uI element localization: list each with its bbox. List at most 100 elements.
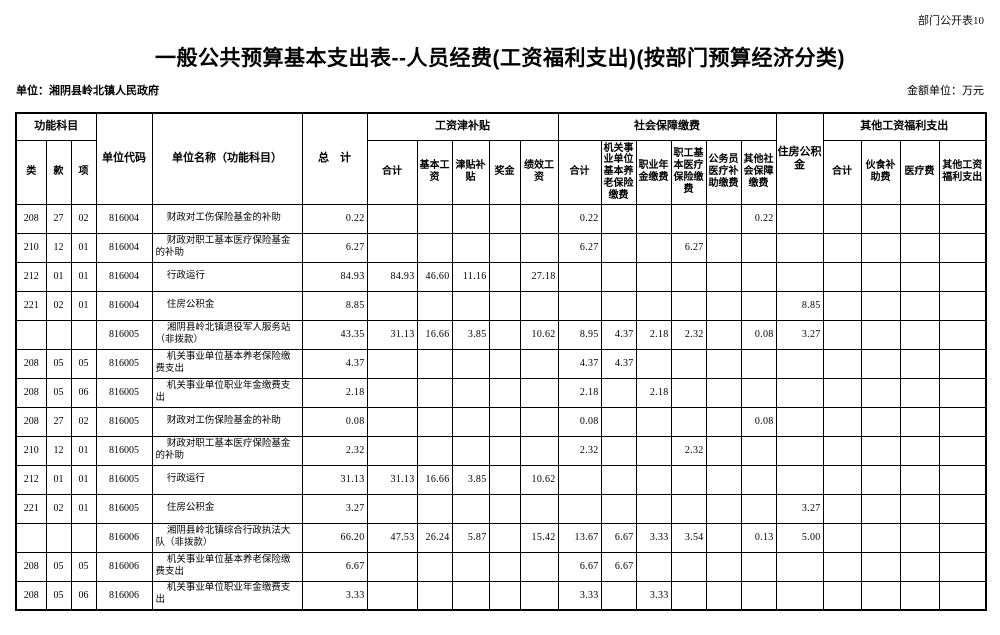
col-other-social-security — [740, 435, 777, 466]
col-unit-code: 816005 — [95, 319, 153, 350]
col-allowance — [451, 377, 490, 408]
col-other-subtotal — [822, 290, 862, 321]
col-section: 27 — [45, 203, 72, 234]
col-medical-insurance: 3.54 — [670, 522, 707, 553]
col-other-subtotal — [822, 551, 862, 582]
col-allowance: 3.85 — [451, 319, 490, 350]
col-occupational-annuity — [635, 348, 672, 379]
col-basic-salary — [416, 406, 453, 437]
col-housing-fund — [775, 203, 824, 234]
col-salary-subtotal — [366, 493, 418, 524]
col-basic-salary — [416, 551, 453, 582]
header-unit-code: 单位代码 — [95, 112, 153, 205]
col-social-subtotal: 6.27 — [557, 232, 602, 263]
col-grand-total: 2.18 — [301, 377, 368, 408]
col-unit-name: 行政运行 — [151, 464, 303, 495]
col-other-welfare — [938, 377, 987, 408]
col-grand-total: 0.22 — [301, 203, 368, 234]
col-meal-subsidy — [860, 261, 901, 292]
table-row: 208 05 06 816005 机关事业单位职业年金缴费支出 2.18 2.18 2.18 — [15, 377, 987, 408]
col-other-social-security — [740, 464, 777, 495]
col-occupational-annuity — [635, 493, 672, 524]
col-bonus — [488, 348, 521, 379]
col-medical-insurance: 6.27 — [670, 232, 707, 263]
col-occupational-annuity: 3.33 — [635, 580, 672, 611]
col-bonus — [488, 203, 521, 234]
col-basic-salary — [416, 435, 453, 466]
col-other-subtotal — [822, 464, 862, 495]
col-occupational-annuity: 2.18 — [635, 377, 672, 408]
col-pension-contribution — [600, 377, 637, 408]
col-meal-subsidy — [860, 493, 901, 524]
col-bonus — [488, 261, 521, 292]
col-unit-name: 住房公积金 — [151, 493, 303, 524]
col-unit-code: 816004 — [95, 203, 153, 234]
col-salary-subtotal — [366, 551, 418, 582]
col-medical-fee — [899, 406, 940, 437]
header-pension-contribution: 机关事业单位基本养老保险缴费 — [600, 139, 637, 205]
col-salary-subtotal — [366, 290, 418, 321]
col-unit-code: 816005 — [95, 435, 153, 466]
col-housing-fund — [775, 551, 824, 582]
col-grand-total: 84.93 — [301, 261, 368, 292]
col-bonus — [488, 464, 521, 495]
col-civil-servant-medical — [705, 203, 742, 234]
col-category: 212 — [15, 261, 47, 292]
col-section: 12 — [45, 435, 72, 466]
col-occupational-annuity — [635, 261, 672, 292]
col-social-subtotal: 2.32 — [557, 435, 602, 466]
col-performance-salary — [519, 290, 559, 321]
col-meal-subsidy — [860, 203, 901, 234]
col-civil-servant-medical — [705, 435, 742, 466]
col-pension-contribution — [600, 232, 637, 263]
col-civil-servant-medical — [705, 464, 742, 495]
col-basic-salary — [416, 203, 453, 234]
col-category — [15, 522, 47, 553]
col-unit-name: 机关事业单位职业年金缴费支出 — [151, 580, 303, 611]
col-meal-subsidy — [860, 580, 901, 611]
col-medical-fee — [899, 551, 940, 582]
col-pension-contribution: 6.67 — [600, 551, 637, 582]
amount-unit-label: 金额单位：万元 — [907, 85, 984, 97]
col-medical-fee — [899, 319, 940, 350]
header-category: 类 — [15, 139, 47, 205]
col-grand-total: 66.20 — [301, 522, 368, 553]
col-salary-subtotal — [366, 406, 418, 437]
col-occupational-annuity — [635, 551, 672, 582]
col-meal-subsidy — [860, 232, 901, 263]
col-unit-code: 816005 — [95, 493, 153, 524]
col-meal-subsidy — [860, 551, 901, 582]
col-occupational-annuity: 2.18 — [635, 319, 672, 350]
table-row: 816005 湘阴县岭北镇退役军人服务站（非拨款） 43.35 31.13 16.66 3… — [15, 319, 987, 350]
col-item: 01 — [70, 261, 97, 292]
col-civil-servant-medical — [705, 493, 742, 524]
col-other-welfare — [938, 493, 987, 524]
col-section: 05 — [45, 580, 72, 611]
col-unit-code: 816004 — [95, 261, 153, 292]
col-category: 212 — [15, 464, 47, 495]
col-section: 12 — [45, 232, 72, 263]
col-civil-servant-medical — [705, 290, 742, 321]
col-salary-subtotal — [366, 377, 418, 408]
header-bonus: 奖金 — [488, 139, 521, 205]
col-unit-name: 机关事业单位基本养老保险缴费支出 — [151, 551, 303, 582]
col-performance-salary: 10.62 — [519, 464, 559, 495]
col-salary-subtotal — [366, 203, 418, 234]
col-item: 01 — [70, 464, 97, 495]
header-salary-allowance-group: 工资津补贴 — [366, 112, 559, 141]
col-other-social-security — [740, 290, 777, 321]
col-social-subtotal: 8.95 — [557, 319, 602, 350]
col-other-welfare — [938, 348, 987, 379]
col-section: 01 — [45, 464, 72, 495]
col-medical-insurance — [670, 203, 707, 234]
col-unit-name: 住房公积金 — [151, 290, 303, 321]
col-other-social-security: 0.08 — [740, 319, 777, 350]
col-other-welfare — [938, 551, 987, 582]
unit-label: 单位：湘阴县岭北镇人民政府 — [16, 85, 159, 97]
header-salary-subtotal: 合计 — [366, 139, 418, 205]
col-section: 02 — [45, 290, 72, 321]
col-meal-subsidy — [860, 522, 901, 553]
col-medical-fee — [899, 348, 940, 379]
col-social-subtotal: 4.37 — [557, 348, 602, 379]
col-item: 05 — [70, 348, 97, 379]
